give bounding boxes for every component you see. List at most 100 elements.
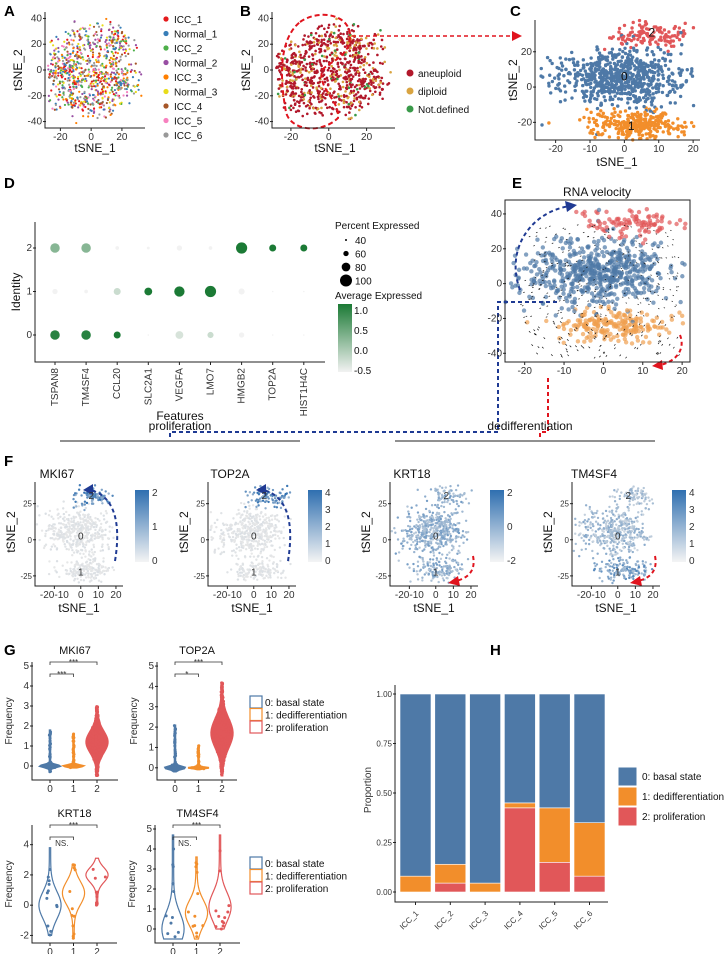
data-point xyxy=(111,566,114,569)
data-point xyxy=(365,47,368,50)
data-point xyxy=(654,90,658,95)
data-point xyxy=(344,63,347,66)
data-point xyxy=(671,121,675,125)
dot-VEGFA-1 xyxy=(174,286,185,297)
data-point xyxy=(283,67,287,71)
data-point xyxy=(91,41,95,44)
velocity-arrow xyxy=(646,228,649,230)
data-point xyxy=(303,80,307,84)
data-point xyxy=(672,34,677,38)
data-point xyxy=(87,41,90,44)
data-point xyxy=(77,505,81,508)
data-point xyxy=(583,69,588,73)
data-point xyxy=(58,66,61,69)
velocity-arrow xyxy=(624,258,627,260)
data-point xyxy=(627,79,631,84)
data-point xyxy=(636,218,642,224)
data-point xyxy=(636,37,640,42)
velocity-arrow xyxy=(569,265,572,267)
velocity-arrow xyxy=(604,278,607,281)
data-point xyxy=(640,241,646,246)
data-point xyxy=(60,74,63,77)
data-point xyxy=(73,82,76,86)
data-point xyxy=(52,529,55,533)
data-point xyxy=(548,58,552,63)
data-point xyxy=(355,84,359,87)
data-point xyxy=(126,71,129,74)
data-point xyxy=(630,30,635,34)
data-point xyxy=(90,88,93,91)
data-point xyxy=(52,517,55,521)
data-point xyxy=(614,72,619,76)
data-point xyxy=(84,543,88,547)
data-point xyxy=(357,46,360,49)
data-point xyxy=(582,91,586,95)
data-point xyxy=(80,81,83,84)
data-point xyxy=(623,291,629,297)
data-point xyxy=(77,55,80,59)
data-point xyxy=(620,226,626,232)
data-point xyxy=(52,72,55,75)
data-point xyxy=(677,38,682,42)
data-point xyxy=(644,90,648,94)
data-point xyxy=(95,100,98,104)
data-point xyxy=(307,35,310,38)
data-point xyxy=(49,75,52,79)
data-point xyxy=(86,563,89,567)
data-point xyxy=(590,62,594,66)
velocity-arrow xyxy=(672,294,675,297)
data-point xyxy=(659,105,664,109)
panel-label-F: F xyxy=(4,453,13,470)
data-point xyxy=(584,321,589,326)
data-point xyxy=(674,83,678,88)
data-point xyxy=(100,534,103,537)
data-point xyxy=(658,325,663,330)
arrow-head-icon xyxy=(83,484,93,495)
velocity-arrow xyxy=(562,227,565,229)
data-point xyxy=(573,251,579,257)
data-point xyxy=(599,83,603,88)
velocity-arrow xyxy=(627,251,630,253)
data-point xyxy=(616,135,621,140)
data-point xyxy=(79,74,82,78)
data-point xyxy=(646,287,652,292)
velocity-arrow xyxy=(621,270,624,272)
data-point xyxy=(88,46,92,50)
velocity-arrow xyxy=(659,340,662,343)
panel-f-feature-plots xyxy=(33,440,686,589)
velocity-arrow xyxy=(614,309,616,311)
data-point xyxy=(278,95,281,98)
data-point xyxy=(623,87,627,91)
data-point xyxy=(545,55,550,60)
data-point xyxy=(358,78,361,81)
data-point xyxy=(348,69,351,73)
data-point xyxy=(543,272,548,277)
panel-label-G: G xyxy=(4,642,16,659)
data-point xyxy=(53,53,56,56)
data-point xyxy=(649,114,653,119)
data-point xyxy=(342,105,346,109)
data-point xyxy=(631,72,635,77)
data-point xyxy=(676,124,681,128)
data-point xyxy=(613,273,618,278)
data-point xyxy=(568,332,573,337)
data-point xyxy=(632,99,637,104)
data-point xyxy=(298,60,301,63)
data-point xyxy=(294,59,297,63)
data-point xyxy=(97,536,100,539)
data-point xyxy=(126,84,129,87)
data-point xyxy=(349,66,352,70)
data-point xyxy=(630,214,635,219)
velocity-arrow xyxy=(616,260,618,262)
data-point xyxy=(216,518,219,522)
data-point xyxy=(558,267,564,272)
data-point xyxy=(679,85,683,89)
velocity-arrow xyxy=(534,277,537,279)
data-point xyxy=(85,30,88,33)
data-point xyxy=(99,549,102,553)
data-point xyxy=(627,86,631,90)
data-point xyxy=(308,104,312,108)
velocity-arrow xyxy=(593,337,596,340)
data-point xyxy=(540,245,546,250)
data-point xyxy=(66,561,69,564)
